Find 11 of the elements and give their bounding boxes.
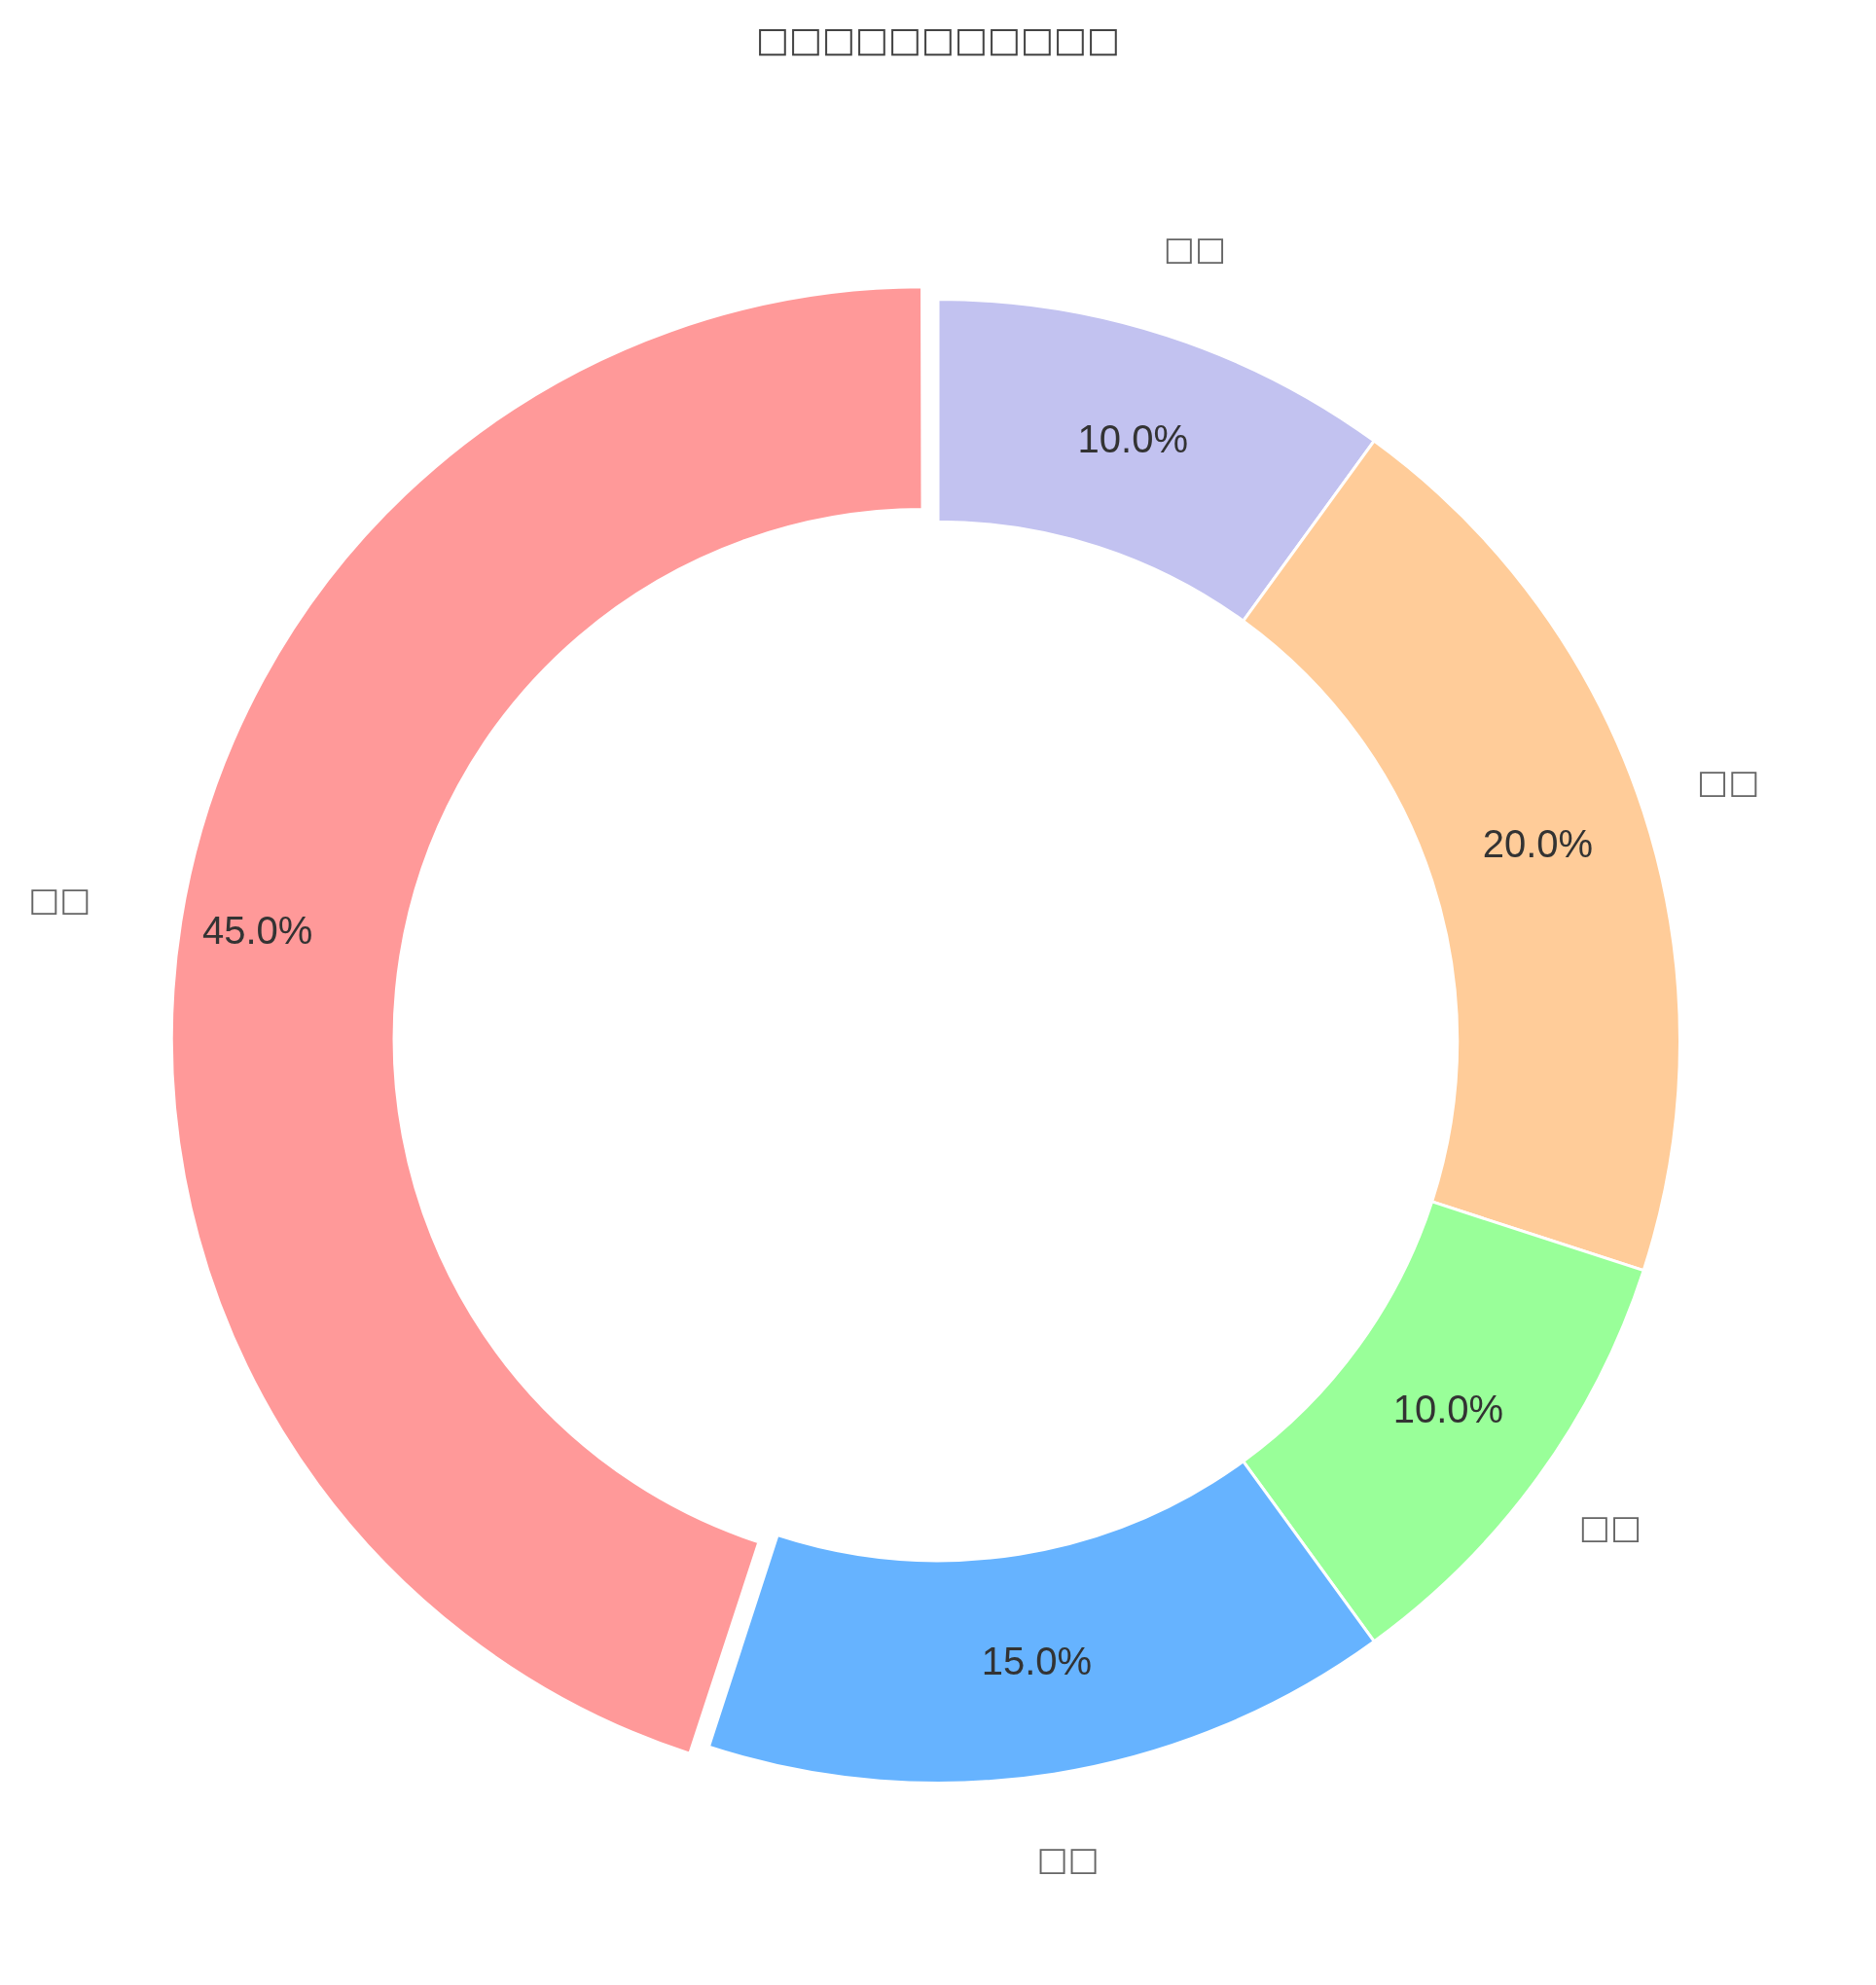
data-label: 45.0% <box>201 909 313 953</box>
data-label: 20.0% <box>1482 821 1594 865</box>
slice-label: □□ <box>1578 1506 1642 1546</box>
slice-label: □□ <box>28 879 91 919</box>
data-label: 10.0% <box>1392 1387 1504 1430</box>
slice-label: □□ <box>1163 228 1227 268</box>
data-label: 10.0% <box>1077 416 1188 460</box>
slice-label: □□ <box>1036 1839 1100 1879</box>
chart-title: □□□□□□□□□□□ <box>754 19 1122 59</box>
data-label: 15.0% <box>981 1640 1093 1683</box>
slice-label: □□ <box>1697 761 1760 801</box>
